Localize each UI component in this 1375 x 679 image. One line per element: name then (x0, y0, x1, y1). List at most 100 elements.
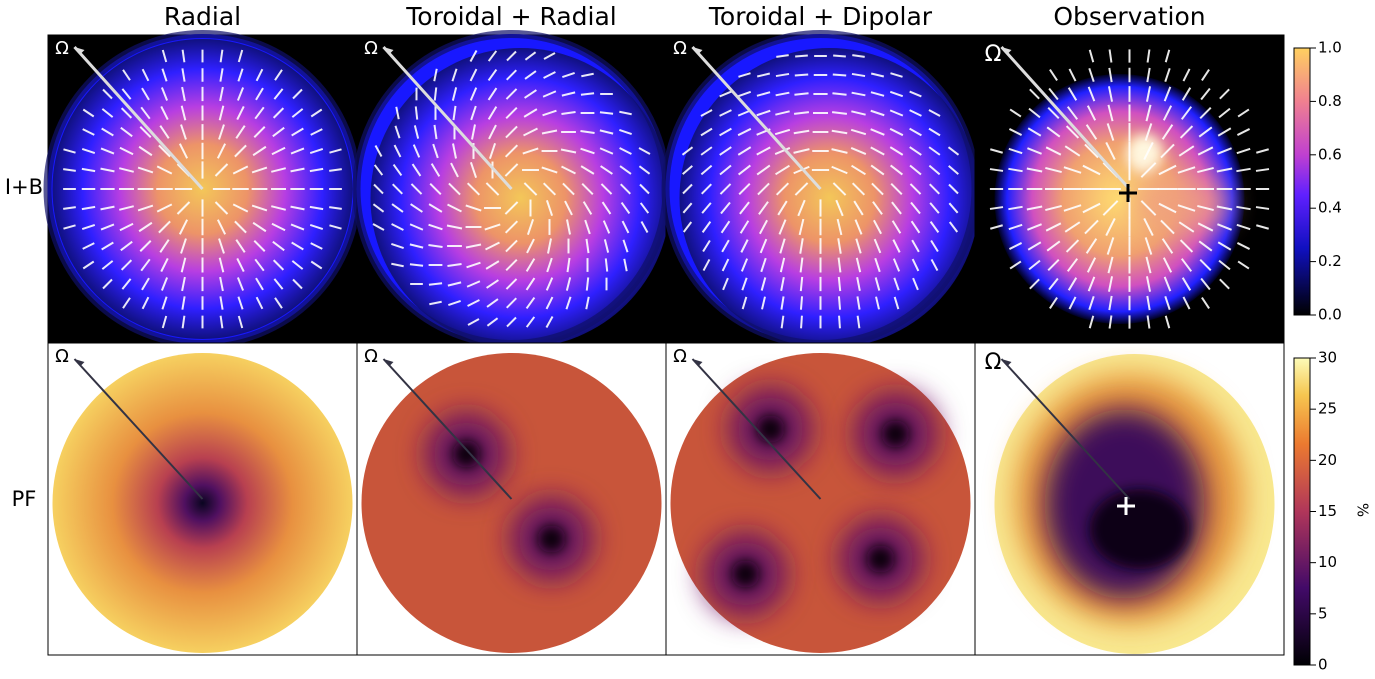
vector-tick (1145, 104, 1152, 122)
vector-tick (1199, 107, 1212, 119)
vector-tick (833, 54, 846, 58)
vector-tick (1236, 205, 1251, 211)
panel-image (52, 353, 353, 653)
axis-arrowhead (692, 47, 703, 54)
vector-tick (855, 238, 862, 254)
vector-tick (1164, 315, 1171, 329)
vector-tick (433, 87, 438, 101)
vector-tick (253, 126, 266, 138)
vector-tick (870, 146, 885, 156)
vector-tick (524, 89, 537, 99)
pf-low (452, 440, 481, 468)
vector-tick (81, 167, 96, 173)
vector-tick (585, 277, 590, 291)
vector-tick (700, 164, 713, 176)
vector-tick (619, 129, 632, 135)
vector-tick (623, 258, 628, 272)
vector-tick (799, 257, 804, 273)
row-label: I+B (5, 175, 43, 199)
vector-tick (1067, 277, 1078, 291)
omega-label: Ω (364, 38, 378, 59)
vector-tick (1218, 107, 1231, 119)
vector-tick (909, 146, 922, 156)
pf-disk (52, 353, 353, 653)
vector-tick (541, 129, 558, 135)
vector-tick (909, 109, 922, 117)
vector-tick (948, 183, 959, 195)
vector-tick (310, 128, 323, 136)
vector-tick (140, 106, 151, 120)
vector-tick (181, 68, 186, 82)
vector-tick (1236, 128, 1251, 136)
vector-tick (560, 148, 577, 154)
vector-tick (565, 277, 572, 291)
vector-tick (799, 296, 804, 310)
vector-tick (180, 257, 187, 273)
panel: Ω (661, 30, 980, 348)
pf-disk (361, 353, 662, 653)
vector-tick (1255, 168, 1270, 172)
vector-tick (682, 165, 693, 175)
colorbar (1293, 357, 1311, 666)
vector-tick (120, 259, 133, 271)
vector-tick (775, 164, 790, 176)
vector-tick (719, 127, 732, 137)
vector-tick (757, 182, 770, 196)
vector-tick (799, 276, 804, 292)
vector-tick (466, 182, 481, 196)
vector-tick (929, 221, 940, 233)
vector-tick (600, 165, 613, 175)
vector-tick (566, 219, 571, 235)
vector-tick (181, 296, 186, 310)
vector-tick (601, 201, 612, 215)
vector-tick (1088, 49, 1095, 63)
vector-tick (721, 239, 730, 253)
colorbar-tick-label: 15 (1318, 502, 1337, 520)
axis-arrow (73, 45, 204, 191)
vector-tick (1178, 221, 1195, 233)
vector-tick (272, 240, 285, 252)
vector-tick (1086, 105, 1097, 121)
vector-tick (100, 147, 115, 155)
axis-arrow (1000, 45, 1131, 191)
vector-tick (524, 70, 537, 80)
vector-tick (218, 105, 225, 121)
vector-tick (780, 315, 785, 329)
vector-tick (236, 258, 245, 272)
vector-tick (219, 315, 224, 329)
vector-tick (1198, 126, 1213, 138)
vector-tick (160, 87, 169, 101)
vector-tick (760, 257, 767, 273)
vector-tick (219, 276, 224, 292)
vector-tick (851, 164, 866, 176)
colorbar-tick-label: 5 (1318, 604, 1328, 622)
vector-tick (701, 202, 712, 214)
vector-tick (1026, 205, 1043, 211)
vector-tick (1163, 276, 1172, 292)
vector-tick (412, 144, 421, 158)
vector-tick (1029, 278, 1040, 290)
vector-tick (1068, 68, 1077, 82)
vector-tick (620, 183, 631, 195)
vector-tick (1164, 67, 1171, 83)
vector-tick (1197, 166, 1214, 174)
vector-tick (253, 240, 266, 252)
vector-tick (138, 221, 153, 233)
vector-tick (1063, 166, 1082, 174)
vector-tick (794, 73, 809, 77)
vector-tick (119, 205, 134, 211)
vector-tick (546, 257, 553, 273)
vector-tick (469, 161, 478, 179)
column-title: Radial (164, 2, 241, 31)
vector-tick (871, 182, 884, 196)
vector-tick (525, 258, 536, 272)
vector-tick (740, 239, 749, 253)
vector-tick (160, 258, 169, 272)
vector-tick (856, 315, 861, 329)
vector-tick (290, 205, 305, 211)
vector-tick (928, 127, 941, 137)
vector-tick (63, 168, 76, 172)
vector-tick (1067, 87, 1078, 101)
vector-tick (853, 200, 864, 216)
intensity-glow (679, 48, 980, 348)
